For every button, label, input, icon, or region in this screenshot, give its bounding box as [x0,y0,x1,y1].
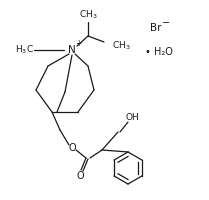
Text: Br: Br [150,23,162,33]
Text: −: − [162,18,170,28]
Text: O: O [76,171,84,181]
Text: +: + [75,40,81,48]
Text: • H₂O: • H₂O [145,47,173,57]
Text: H$_3$C: H$_3$C [15,44,33,56]
Text: O: O [68,143,76,153]
Text: CH$_3$: CH$_3$ [79,9,97,21]
Text: OH: OH [125,114,139,122]
Text: CH$_3$: CH$_3$ [112,40,131,52]
Text: N: N [68,45,76,55]
